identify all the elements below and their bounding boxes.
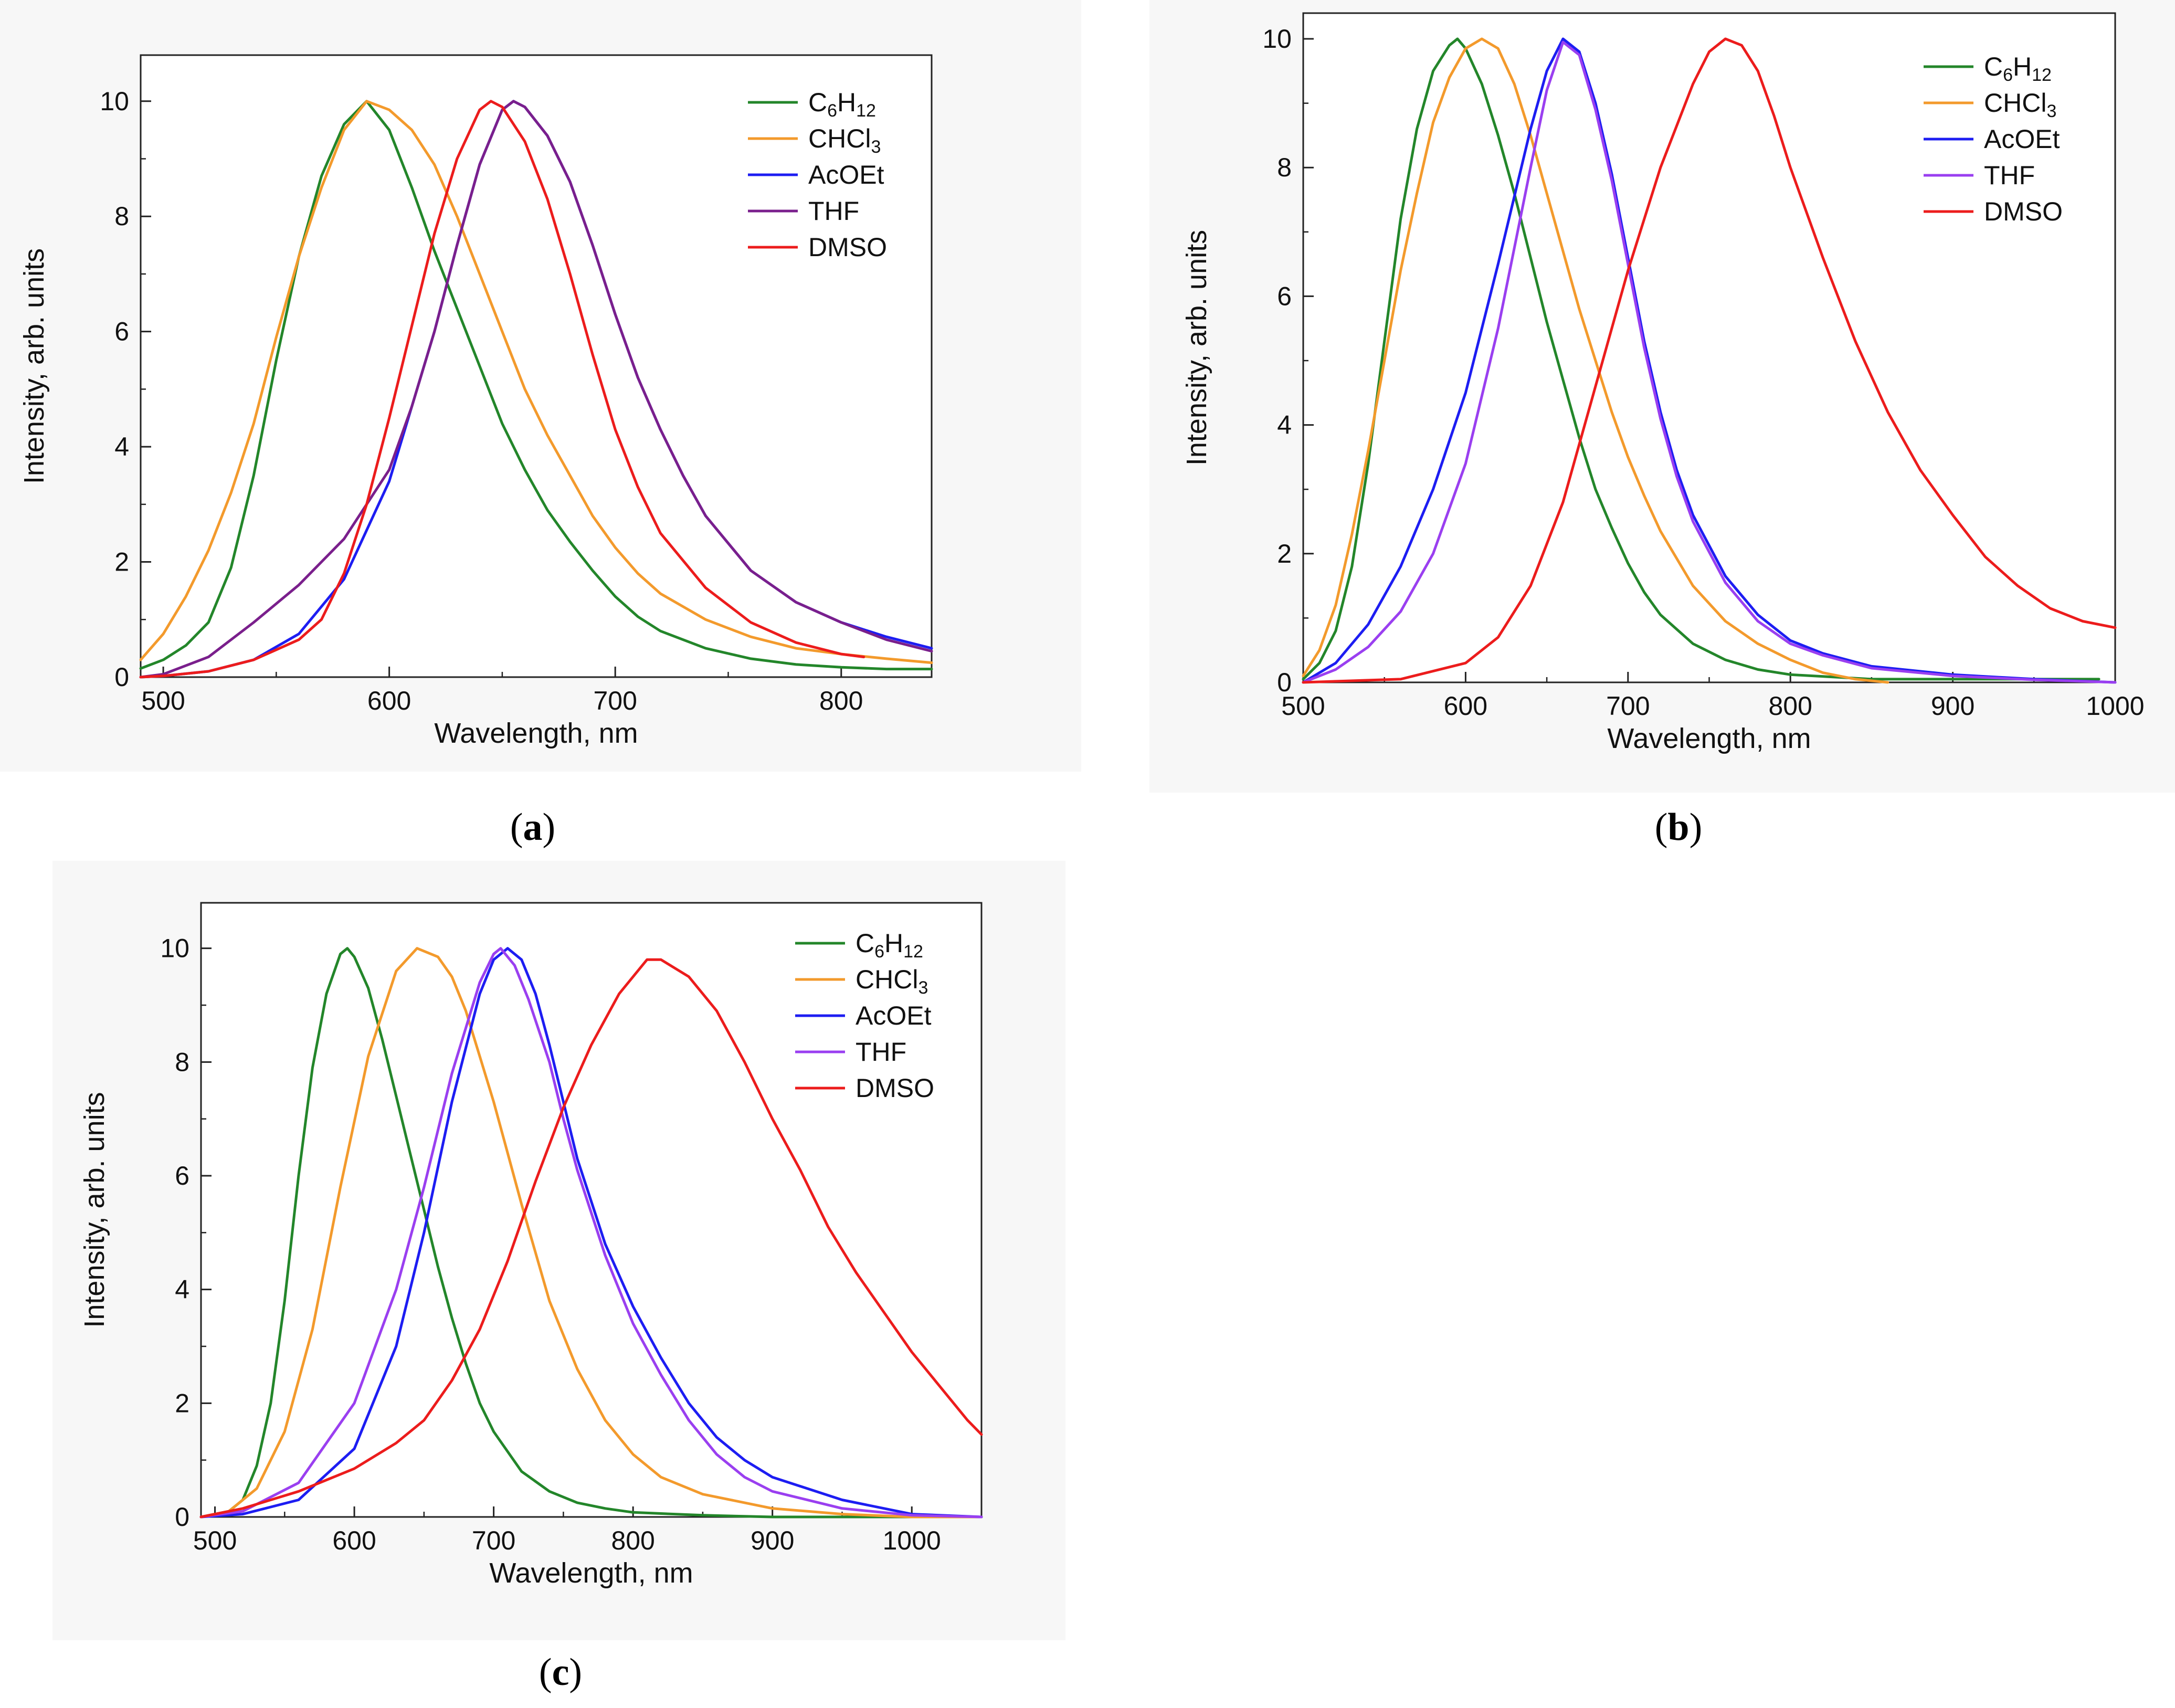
legend-label-a-4: DMSO — [808, 233, 887, 262]
legend-label-b-3: THF — [1984, 161, 2035, 190]
y-tick-label-b-8: 8 — [1277, 153, 1292, 182]
series-line-c-c6h12 — [199, 947, 983, 1519]
y-tick-label-b-6: 6 — [1277, 281, 1292, 311]
x-tick-label-c-500: 500 — [193, 1526, 237, 1555]
x-axis-title-b: Wavelength, nm — [1607, 723, 1811, 754]
y-tick-label-c-8: 8 — [175, 1047, 189, 1077]
x-tick-label-c-800: 800 — [611, 1526, 654, 1555]
series-line-a-chcl3 — [139, 100, 933, 665]
caption-a: (a) — [510, 806, 555, 849]
legend-label-a-2: AcOEt — [808, 160, 884, 189]
x-tick-label-a-500: 500 — [141, 686, 185, 715]
legend-label-c-0: C6H12 — [856, 929, 923, 962]
y-tick-label-a-2: 2 — [114, 547, 129, 577]
y-axis-title-c: Intensity, arb. units — [79, 1092, 110, 1327]
series-line-b-dmso — [1302, 37, 2117, 684]
x-tick-label-b-600: 600 — [1444, 691, 1487, 721]
legend-label-a-1: CHCl3 — [808, 124, 881, 157]
y-tick-label-a-6: 6 — [114, 317, 129, 346]
series-line-c-acoet — [199, 947, 983, 1519]
series-line-c-dmso — [199, 958, 983, 1519]
y-tick-label-b-10: 10 — [1262, 24, 1292, 54]
panel-a: (a) 500 600 700 800 0 2 4 6 8 10 Wavelength, nm Int… — [0, 0, 1081, 849]
plot-area-a — [140, 54, 933, 678]
caption-b: (b) — [1655, 806, 1702, 849]
y-axis-title-a: Intensity, arb. units — [18, 248, 50, 484]
y-tick-label-b-4: 4 — [1277, 410, 1292, 440]
x-tick-label-b-900: 900 — [1931, 691, 1975, 721]
y-tick-label-a-0: 0 — [114, 662, 129, 692]
y-tick-label-b-0: 0 — [1277, 668, 1292, 697]
caption-b-letter: b — [1667, 806, 1689, 849]
x-tick-label-a-800: 800 — [819, 686, 863, 715]
legend-label-b-4: DMSO — [1984, 197, 2063, 226]
y-tick-label-c-6: 6 — [175, 1161, 189, 1190]
y-tick-label-b-2: 2 — [1277, 539, 1292, 568]
series-line-b-c6h12 — [1302, 37, 2100, 681]
x-tick-label-c-700: 700 — [472, 1526, 515, 1555]
legend-label-b-1: CHCl3 — [1984, 88, 2056, 121]
x-axis-title-c: Wavelength, nm — [489, 1557, 693, 1589]
legend-label-c-2: AcOEt — [856, 1001, 932, 1030]
x-tick-label-a-700: 700 — [593, 686, 637, 715]
x-tick-label-a-600: 600 — [367, 686, 411, 715]
x-tick-label-c-900: 900 — [751, 1526, 794, 1555]
x-tick-label-b-700: 700 — [1606, 691, 1650, 721]
x-tick-label-c-600: 600 — [332, 1526, 376, 1555]
series-line-c-thf — [199, 947, 983, 1519]
y-tick-label-c-4: 4 — [175, 1275, 189, 1304]
series-line-c-chcl3 — [199, 947, 983, 1519]
plot-area-b — [1302, 12, 2116, 683]
y-tick-label-c-2: 2 — [175, 1388, 189, 1418]
y-tick-label-c-10: 10 — [160, 934, 189, 963]
caption-c: (c) — [539, 1651, 582, 1694]
series-line-a-thf — [139, 100, 933, 679]
x-axis-title-a: Wavelength, nm — [434, 718, 638, 749]
y-tick-label-a-10: 10 — [100, 87, 129, 116]
legend-label-a-3: THF — [808, 196, 859, 226]
x-tick-label-c-1000: 1000 — [883, 1526, 941, 1555]
legend-label-a-0: C6H12 — [808, 88, 876, 121]
legend-label-c-1: CHCl3 — [856, 965, 928, 998]
caption-c-letter: c — [552, 1651, 569, 1694]
series-line-a-c6h12 — [139, 100, 933, 671]
series-line-b-thf — [1302, 40, 2117, 684]
y-tick-label-a-8: 8 — [114, 202, 129, 231]
legend-label-c-4: DMSO — [856, 1073, 934, 1103]
legend-label-c-3: THF — [856, 1037, 906, 1067]
x-tick-label-b-1000: 1000 — [2086, 691, 2144, 721]
series-line-a-dmso — [139, 100, 865, 679]
y-axis-title-b: Intensity, arb. units — [1181, 230, 1212, 466]
x-tick-label-b-500: 500 — [1281, 691, 1325, 721]
series-line-b-chcl3 — [1302, 37, 1889, 684]
panel-b: (b) 500 600 700 800 900 1000 0 2 4 6 8 10 Wavelength… — [1149, 0, 2175, 849]
x-tick-label-b-800: 800 — [1768, 691, 1812, 721]
legend-label-b-0: C6H12 — [1984, 52, 2052, 85]
legend-label-b-2: AcOEt — [1984, 124, 2060, 154]
y-tick-label-c-0: 0 — [175, 1502, 189, 1532]
caption-a-letter: a — [523, 806, 543, 849]
y-tick-label-a-4: 4 — [114, 432, 129, 461]
panel-c: (c) 500 600 700 800 900 1000 0 2 4 6 8 10 Wavelength… — [52, 861, 1065, 1694]
